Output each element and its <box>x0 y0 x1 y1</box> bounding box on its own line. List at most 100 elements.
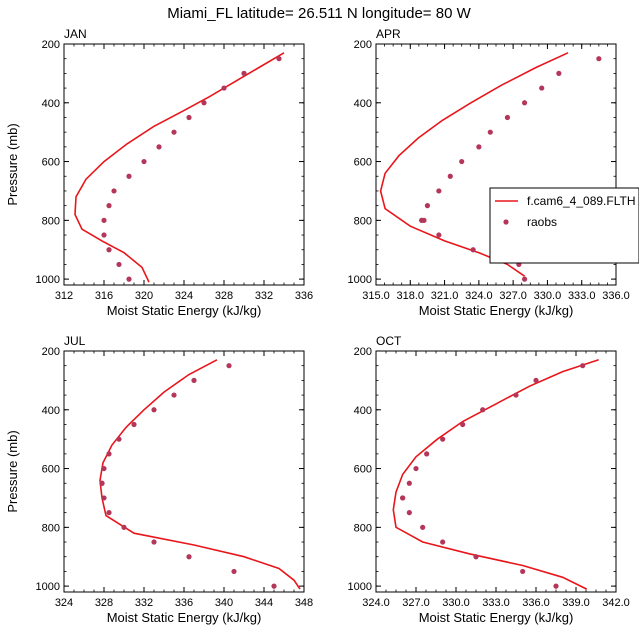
y-tick-label: 1000 <box>36 581 60 593</box>
y-axis-label-jul: Pressure (mb) <box>5 430 20 512</box>
panel-apr: 315.0 318.0 321.0 324.0 327.0 330.0 333.0 336.0… <box>348 27 630 318</box>
raobs-point <box>553 583 559 589</box>
legend-label-model: f.cam6_4_089.FLTH <box>527 194 636 208</box>
raobs-point <box>413 465 419 472</box>
x-tick-label: 336.0 <box>602 290 630 302</box>
raobs-point <box>231 568 237 575</box>
raobs-point <box>106 451 112 457</box>
y-tick-label: 800 <box>354 522 372 534</box>
raobs-point <box>201 100 207 106</box>
raobs-point <box>111 188 117 194</box>
x-tick-label: 316 <box>95 290 113 302</box>
raobs-point <box>101 495 107 501</box>
raobs-point <box>400 495 406 501</box>
x-tick-label: 315.0 <box>362 290 390 302</box>
raobs-point <box>447 173 453 179</box>
raobs-point <box>513 392 519 398</box>
x-tick-label: 324.0 <box>465 290 493 302</box>
x-tick-label: 336.0 <box>522 597 550 609</box>
x-tick-label: 333.0 <box>568 290 596 302</box>
x-tick-label: 321.0 <box>431 290 459 302</box>
raobs-point <box>470 247 476 253</box>
model-line-apr <box>379 52 569 277</box>
raobs-point <box>156 144 162 150</box>
raobs-point <box>521 276 528 282</box>
x-tick-label: 340 <box>215 597 233 609</box>
x-tick-label: 320 <box>135 290 153 302</box>
raobs-point <box>191 377 197 383</box>
x-tick-label: 332 <box>135 597 153 609</box>
panel-jan: 312 316 320 324 328 332 336 200 400 600 800 1000 JAN… <box>5 27 313 318</box>
x-tick-label: 342.0 <box>602 597 630 609</box>
raobs-point <box>533 377 539 383</box>
x-tick-label: 333.0 <box>482 597 510 609</box>
raobs-point <box>171 129 177 135</box>
x-tick-label: 324 <box>175 290 193 302</box>
raobs-point <box>116 436 122 442</box>
x-tick-label: 339.0 <box>562 597 590 609</box>
raobs-point <box>121 524 127 530</box>
x-axis-label-apr: Moist Static Energy (kJ/kg) <box>419 303 574 318</box>
raobs-point <box>420 524 426 530</box>
panel-frame-oct <box>375 350 617 593</box>
figure-title: Miami_FL latitude= 26.511 N longitude= 8… <box>167 5 471 22</box>
raobs-point <box>406 510 412 516</box>
raobs-point <box>520 568 526 575</box>
y-tick-label: 600 <box>42 157 60 169</box>
legend-marker-swatch <box>503 219 509 225</box>
x-tick-label: 324.0 <box>362 597 390 609</box>
model-line-jan <box>74 52 285 283</box>
raobs-point <box>459 158 465 165</box>
x-tick-label: 336 <box>175 597 193 609</box>
x-tick-label: 330.0 <box>534 290 562 302</box>
raobs-point <box>580 363 586 369</box>
raobs-point <box>406 480 412 486</box>
raobs-point <box>460 421 466 428</box>
x-tick-label: 328 <box>215 290 233 302</box>
y-tick-label: 400 <box>42 98 60 110</box>
y-tick-label: 600 <box>354 464 372 476</box>
raobs-point <box>521 100 528 106</box>
raobs-point <box>440 436 446 442</box>
x-axis-label-oct: Moist Static Energy (kJ/kg) <box>419 610 574 625</box>
panel-title-apr: APR <box>376 27 401 41</box>
legend-label-raobs: raobs <box>527 215 557 229</box>
raobs-point <box>171 392 177 398</box>
y-tick-label: 800 <box>42 215 60 227</box>
y-tick-label: 200 <box>42 346 60 358</box>
raobs-point <box>101 217 107 223</box>
raobs-point <box>424 203 431 209</box>
y-tick-label: 400 <box>354 405 372 417</box>
model-line-oct <box>392 359 599 590</box>
x-tick-label: 330.0 <box>442 597 470 609</box>
panel-oct: 324.0 327.0 330.0 333.0 336.0 339.0 342.0 200 40… <box>348 334 630 625</box>
raobs-point <box>99 480 105 486</box>
raobs-point <box>436 188 442 194</box>
x-tick-label: 344 <box>255 597 273 609</box>
y-axis-label-jan: Pressure (mb) <box>5 123 20 205</box>
y-tick-label: 400 <box>354 98 372 110</box>
panels: 312 316 320 324 328 332 336 200 400 600 800 1000 JAN… <box>5 27 630 625</box>
panel-frame-jul <box>63 350 305 593</box>
x-tick-label: 332 <box>255 290 273 302</box>
y-tick-label: 200 <box>42 39 60 51</box>
y-tick-label: 600 <box>42 464 60 476</box>
raobs-point <box>106 247 112 253</box>
raobs-point <box>101 465 107 472</box>
raobs-point <box>504 114 511 121</box>
x-tick-label: 327.0 <box>499 290 527 302</box>
raobs-point <box>101 232 107 238</box>
raobs-point <box>106 510 112 516</box>
legend: f.cam6_4_089.FLTH raobs <box>489 187 639 264</box>
raobs-point <box>436 232 442 238</box>
raobs-point <box>421 217 427 223</box>
legend-box <box>489 187 639 264</box>
raobs-point <box>116 261 122 268</box>
y-tick-label: 200 <box>354 39 372 51</box>
x-tick-label: 336 <box>295 290 313 302</box>
y-tick-label: 200 <box>354 346 372 358</box>
raobs-point <box>276 56 282 62</box>
x-tick-label: 327.0 <box>402 597 430 609</box>
raobs-point <box>556 70 562 76</box>
